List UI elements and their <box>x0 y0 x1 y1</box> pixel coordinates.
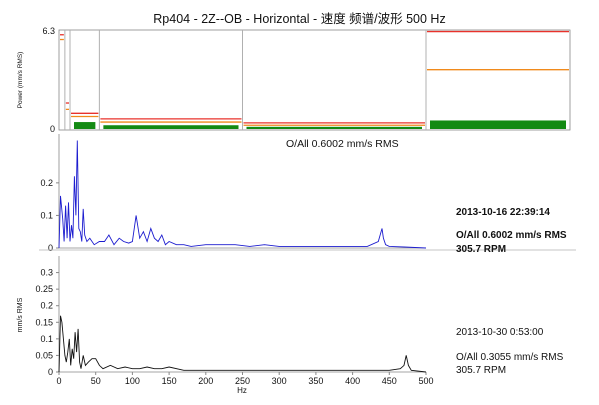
trend-plot-frame <box>58 29 571 131</box>
spectrum2-xtick-label: 250 <box>235 376 250 386</box>
spectrum2-rpm: 305.7 RPM <box>456 365 507 376</box>
spectrum2-xtick-label: 500 <box>418 376 433 386</box>
spectrum-panel-1: 0.2 0.1 0 <box>40 134 427 253</box>
trend-level-bar <box>103 125 239 129</box>
spectrum2-ytick-label: 0.05 <box>35 350 53 360</box>
trend-level-bar <box>74 122 96 129</box>
spectrum1-rpm: 305.7 RPM <box>456 244 507 255</box>
spectrum1-ytick-label: 0.1 <box>40 210 53 220</box>
spectrum2-ytick-label: 0.25 <box>35 284 53 294</box>
trend-ytick-label: 6.3 <box>42 26 55 36</box>
spectrum2-ytick-label: 0.3 <box>40 268 53 278</box>
spectrum2-series-line <box>58 315 427 373</box>
spectrum-panel-2: 0.3 0.25 0.2 0.15 0.1 0.05 00 50 100 150 200 250 300… <box>17 249 576 395</box>
spectrum2-xtick-label: 100 <box>125 376 140 386</box>
spectrum2-xtick-label: 450 <box>382 376 397 386</box>
spectrum2-x-axis-label: Hz <box>237 386 247 395</box>
spectrum2-date: 2013-10-30 0:53:00 <box>456 327 544 338</box>
chart-title: Rp404 - 2Z--OB - Horizontal - 速度 频谱/波形 5… <box>153 12 446 26</box>
trend-level-bar <box>430 120 566 129</box>
spectrum2-xtick-label: 200 <box>198 376 213 386</box>
spectrum1-ytick-label: 0 <box>48 243 53 253</box>
trend-level-bar <box>246 126 422 129</box>
spectrum2-y-axis-label: mm/s RMS <box>17 297 24 332</box>
spectrum2-xtick-label: 350 <box>308 376 323 386</box>
spectrum1-series-line <box>58 140 427 249</box>
spectrum2-xtick-label: 50 <box>91 376 101 386</box>
spectrum2-ytick-label: 0.2 <box>40 301 53 311</box>
spectrum2-xtick-label: 0 <box>56 376 61 386</box>
trend-panel: 6.3 0 Power (mm/s RMS) <box>17 26 571 134</box>
spectrum2-xtick-label: 400 <box>345 376 360 386</box>
spectrum2-ytick-label: 0.1 <box>40 334 53 344</box>
spectrum1-date: 2013-10-16 22:39:14 <box>456 207 550 218</box>
spectrum1-overall: O/All 0.6002 mm/s RMS <box>456 230 567 241</box>
trend-ytick-label: 0 <box>50 124 55 134</box>
trend-overall-label: O/All 0.6002 mm/s RMS <box>286 138 399 150</box>
trend-y-axis-label: Power (mm/s RMS) <box>17 52 24 109</box>
spectrum2-xtick-label: 300 <box>272 376 287 386</box>
spectrum2-ytick-label: 0 <box>48 367 53 377</box>
spectrum1-ytick-label: 0.2 <box>40 178 53 188</box>
spectrum2-xtick-label: 150 <box>162 376 177 386</box>
spectrum2-ytick-label: 0.15 <box>35 317 53 327</box>
spectrum2-overall: O/All 0.3055 mm/s RMS <box>456 352 564 363</box>
